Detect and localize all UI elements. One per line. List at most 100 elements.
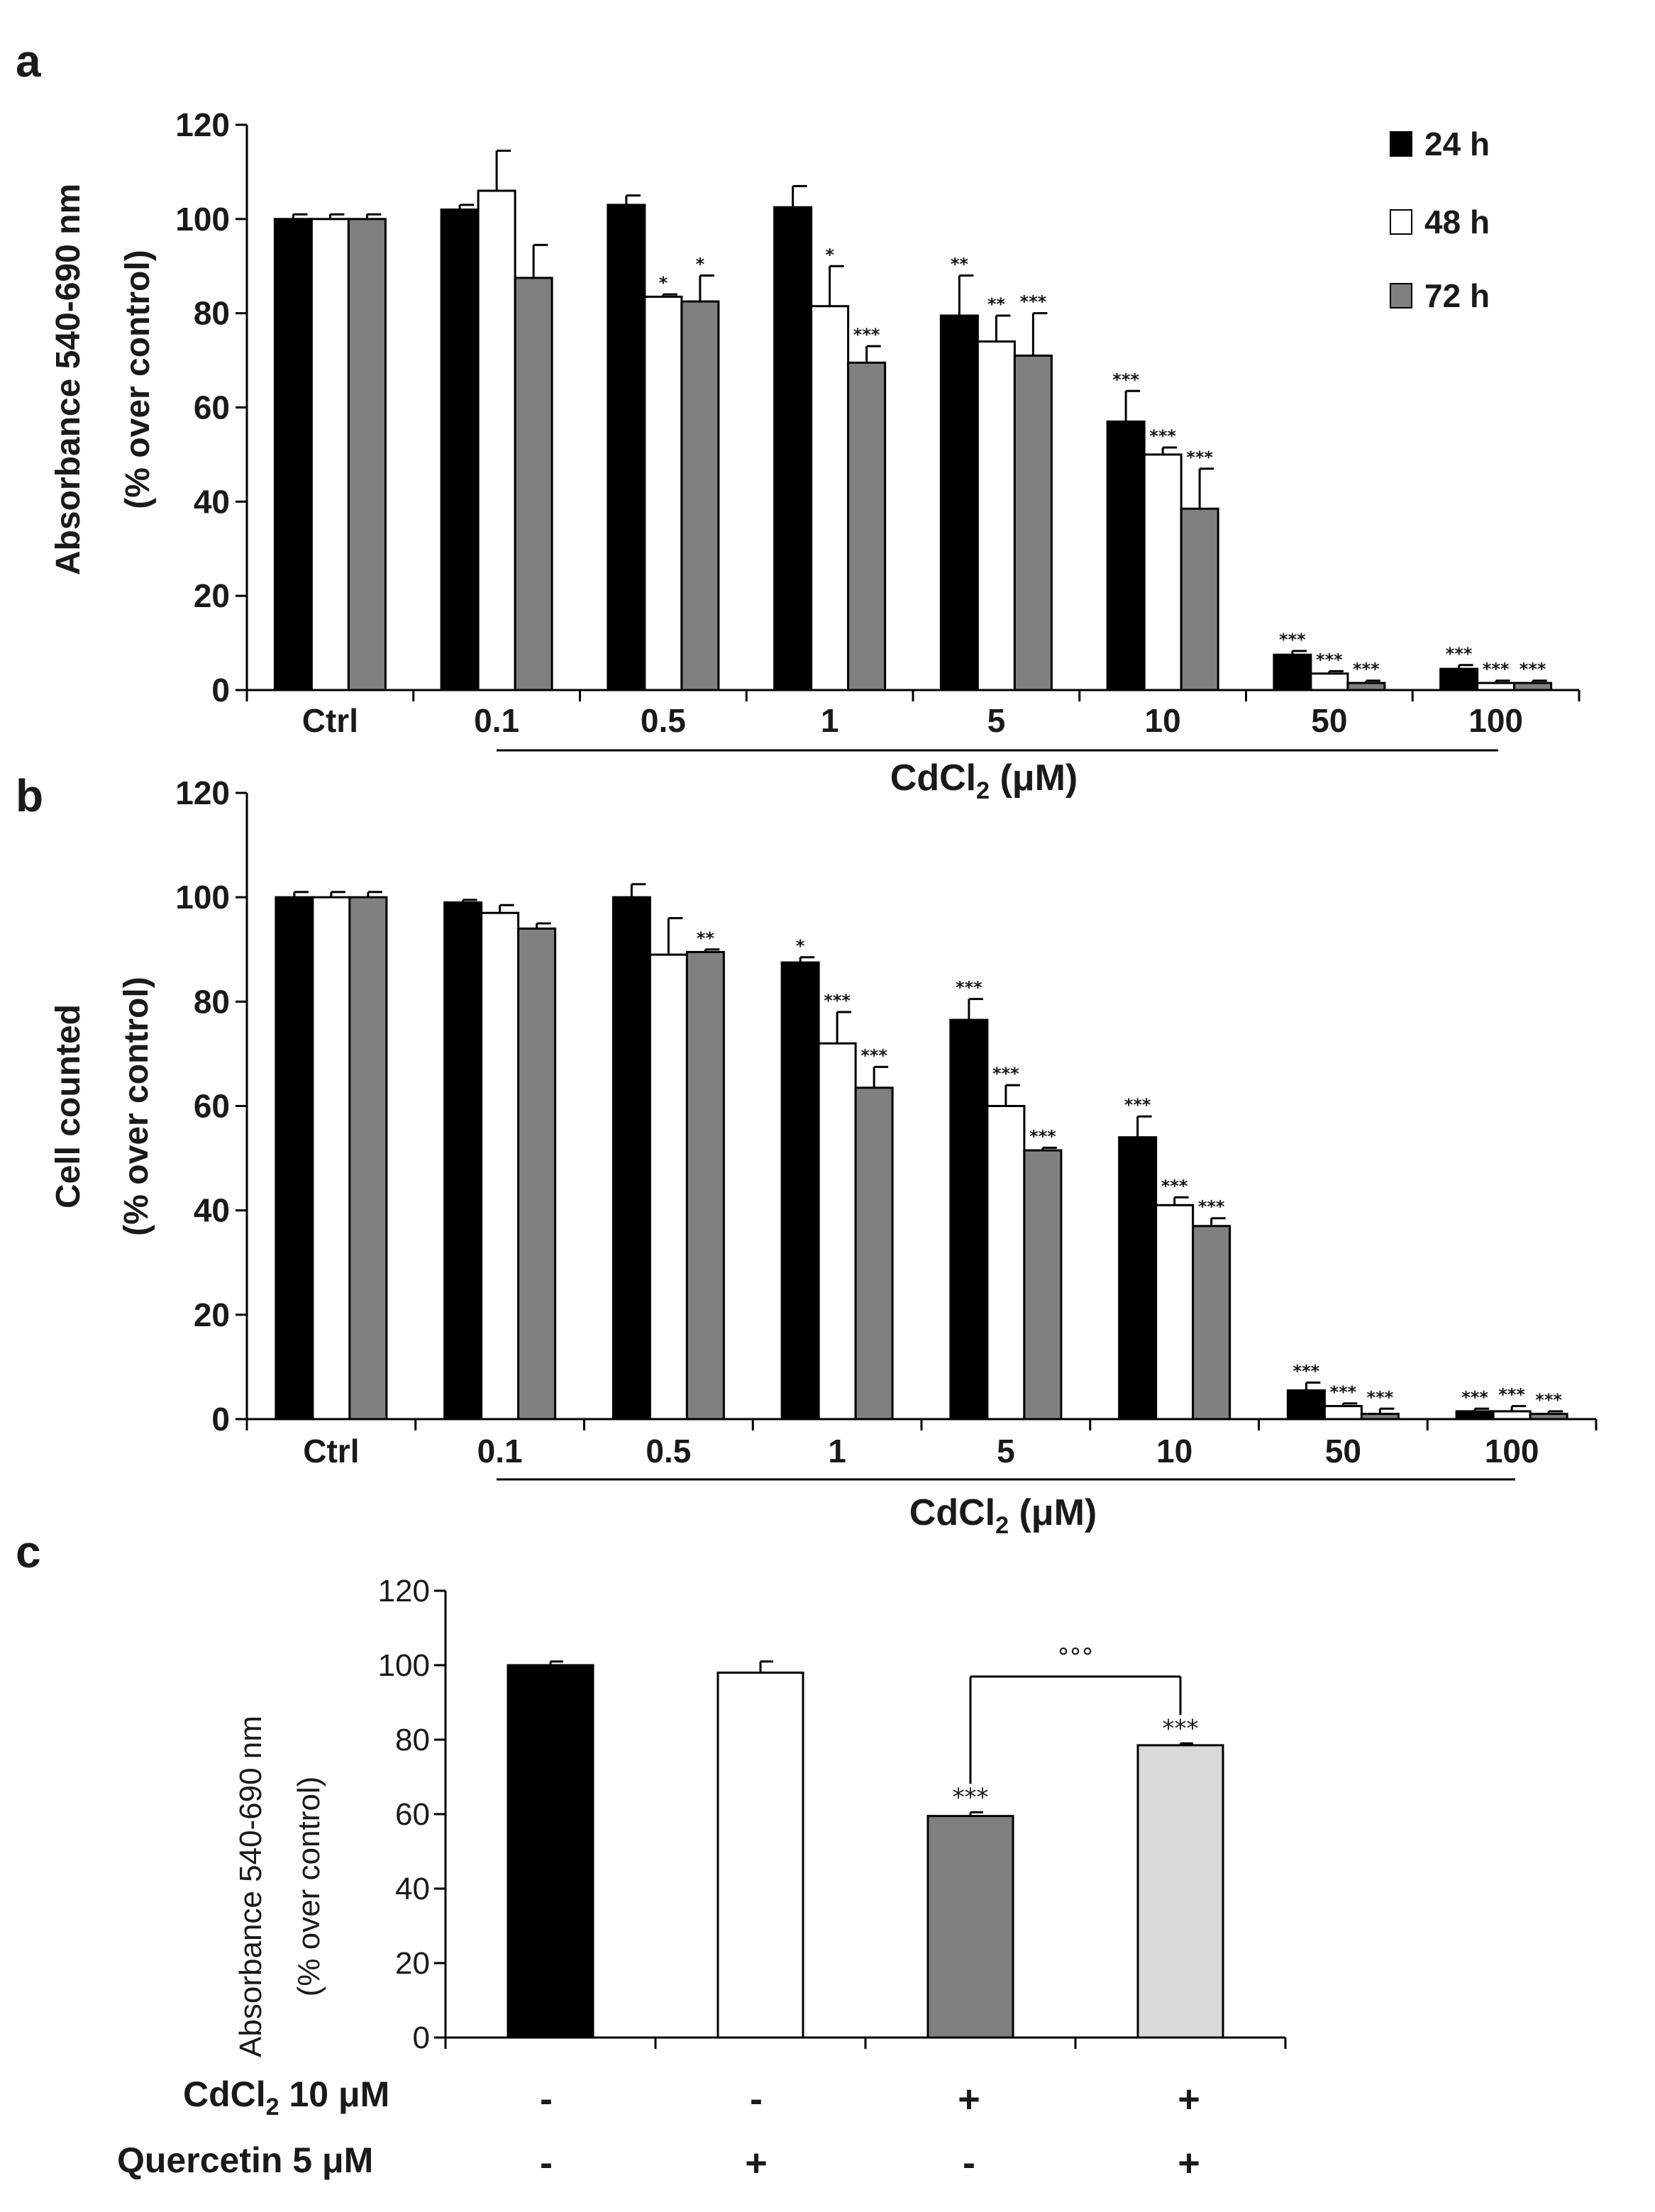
bar-72h (1360, 1413, 1400, 1421)
y-axis-title-a-line1: Absorbance 540-690 nm (50, 184, 87, 575)
category-label: 0.5 (646, 1433, 691, 1469)
bar-72h (680, 300, 720, 691)
bar-72h (1192, 1225, 1231, 1421)
y-tick-label: 60 (194, 1088, 230, 1125)
bar-72h (347, 218, 387, 691)
y-tick-label: 40 (194, 1192, 230, 1229)
bar-72h (348, 896, 388, 1421)
bar-48h (643, 295, 683, 691)
legend-label-24h: 24 h (1424, 126, 1490, 162)
x-axis-title-b: CdCl2 (μM) (909, 1492, 1097, 1539)
significance-mark: *** (1535, 1390, 1562, 1410)
y-tick-label: 40 (194, 483, 230, 520)
bar-72h (1013, 354, 1053, 691)
category-label: 100 (1468, 702, 1523, 739)
category-label: 100 (1485, 1433, 1539, 1469)
significance-mark: *** (1029, 1126, 1056, 1146)
significance-mark: *** (1186, 448, 1213, 467)
bar (926, 1815, 1014, 2039)
y-axis-title-c-line2: (% over control) (292, 1777, 326, 1997)
significance-mark: *** (1124, 1095, 1151, 1115)
bar-48h (1323, 1405, 1363, 1421)
y-tick-label: 0 (211, 1401, 230, 1438)
x-axis-title-a-sub: 2 (976, 777, 990, 804)
category-label: 5 (997, 1433, 1015, 1469)
bar-48h (480, 911, 520, 1421)
y-tick-label: 100 (175, 201, 230, 238)
bar-72h (847, 361, 887, 691)
category-label: 1 (828, 1433, 846, 1469)
bar-72h (1513, 682, 1553, 691)
treatment-sign: + (1178, 2078, 1200, 2121)
bar-24h (273, 218, 313, 691)
treatment-sign: - (540, 2142, 553, 2184)
category-label: 0.1 (477, 1433, 523, 1469)
bar-48h (1492, 1410, 1532, 1421)
y-tick-label: 20 (194, 577, 230, 614)
category-label: 50 (1325, 1433, 1361, 1469)
y-tick-label: 80 (194, 983, 230, 1020)
bar-24h (611, 896, 651, 1421)
significance-mark: *** (1112, 369, 1139, 389)
significance-mark: * (696, 255, 705, 274)
bar-24h (1106, 420, 1146, 691)
significance-mark: *** (1198, 1197, 1225, 1217)
legend-swatch-72h (1390, 283, 1412, 309)
significance-mark: *** (1483, 660, 1510, 679)
significance-mark: ** (697, 928, 715, 948)
y-axis-title-c-line1: Absorbance 540-690 nm (233, 1716, 268, 2057)
legend-a: 24 h 48 h 72 h (1390, 126, 1490, 314)
y-tick-label: 100 (175, 879, 230, 916)
y-tick-label: 0 (211, 672, 230, 708)
y-tick-label: 60 (395, 1797, 430, 1832)
y-axis-title-b-line2: (% over control) (118, 977, 155, 1235)
bar-24h (607, 204, 646, 691)
panel-letter-c: c (16, 1526, 41, 1577)
significance-mark: *** (992, 1064, 1019, 1084)
category-label: 0.5 (641, 702, 686, 739)
significance-mark: ** (987, 294, 1006, 314)
y-tick-label: 80 (395, 1723, 430, 1757)
panel-letter-a: a (16, 35, 41, 87)
bar-72h (854, 1086, 894, 1421)
treatment-label-cdcl2-rest: 10 μM (279, 2074, 390, 2114)
category-label: 0.1 (474, 702, 519, 739)
treatment-sign: + (745, 2142, 768, 2184)
panel-letter-b: b (16, 770, 43, 821)
panel-a: a Absorbance 540-690 nm (% over control)… (16, 35, 1581, 804)
category-label: Ctrl (302, 702, 358, 739)
y-tick-label: 20 (395, 1946, 430, 1981)
legend-swatch-48h (1390, 209, 1412, 235)
category-label: 50 (1311, 702, 1347, 739)
significance-mark: * (825, 245, 834, 265)
significance-mark: *** (824, 991, 851, 1011)
bar (716, 1672, 804, 2039)
bar-24h (780, 961, 820, 1421)
treatment-sign: - (963, 2142, 975, 2184)
marks-c: 0 20 40 60 80 100 120 *** *** °°° (378, 1574, 1287, 2055)
bar-24h (275, 896, 314, 1421)
bar-48h (311, 896, 351, 1421)
x-axis-title-a: CdCl2 (μM) (890, 757, 1078, 804)
significance-mark: *** (1446, 644, 1473, 664)
significance-mark: * (659, 273, 668, 293)
x-axis-title-a-main: CdCl (890, 757, 976, 799)
significance-mark: *** (956, 978, 983, 998)
bar-24h (1439, 667, 1479, 691)
y-axis-title-a-line2: (% over control) (119, 250, 157, 508)
panel-c: c Absorbance 540-690 nm (% over control)… (16, 1526, 1287, 2184)
y-tick-label: 80 (194, 295, 230, 332)
legend-label-72h: 72 h (1424, 277, 1490, 314)
significance-mark: *** (1498, 1385, 1525, 1405)
bracket-label: °°° (1058, 1643, 1094, 1672)
significance-mark: *** (1353, 660, 1380, 679)
y-tick-label: 120 (378, 1574, 430, 1608)
category-label: 10 (1156, 1433, 1192, 1469)
significance-mark: *** (1520, 660, 1546, 679)
y-tick-label: 120 (175, 106, 230, 143)
bar-48h (1155, 1204, 1195, 1421)
bar-24h (443, 901, 483, 1421)
significance-mark: *** (1330, 1382, 1357, 1402)
